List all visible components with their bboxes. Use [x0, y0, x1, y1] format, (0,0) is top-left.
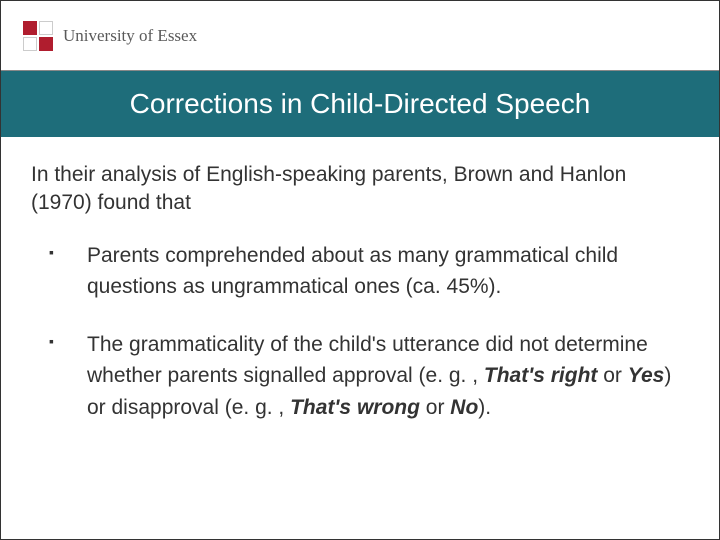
list-item: The grammaticality of the child's uttera…	[49, 329, 689, 424]
bullet-text: or	[597, 364, 627, 387]
emphasis: Yes	[628, 364, 665, 387]
slide: University of Essex Corrections in Child…	[0, 0, 720, 540]
bullet-text: Parents comprehended about as many gramm…	[87, 244, 618, 299]
logo-squares-icon	[23, 21, 53, 51]
emphasis: That's right	[484, 364, 598, 387]
emphasis: That's wrong	[290, 396, 420, 419]
emphasis: No	[450, 396, 478, 419]
university-name: University of Essex	[63, 26, 197, 46]
list-item: Parents comprehended about as many gramm…	[49, 240, 689, 303]
intro-text: In their analysis of English-speaking pa…	[31, 161, 689, 218]
university-logo: University of Essex	[23, 21, 197, 51]
logo-sq	[39, 21, 53, 35]
logo-sq	[39, 37, 53, 51]
header: University of Essex	[1, 1, 719, 71]
bullet-text: ).	[478, 396, 491, 419]
bullet-list: Parents comprehended about as many gramm…	[31, 240, 689, 424]
logo-sq	[23, 37, 37, 51]
title-bar: Corrections in Child-Directed Speech	[1, 71, 719, 137]
slide-title: Corrections in Child-Directed Speech	[130, 88, 591, 120]
content-area: In their analysis of English-speaking pa…	[1, 137, 719, 423]
logo-sq	[23, 21, 37, 35]
bullet-text: or	[420, 396, 450, 419]
